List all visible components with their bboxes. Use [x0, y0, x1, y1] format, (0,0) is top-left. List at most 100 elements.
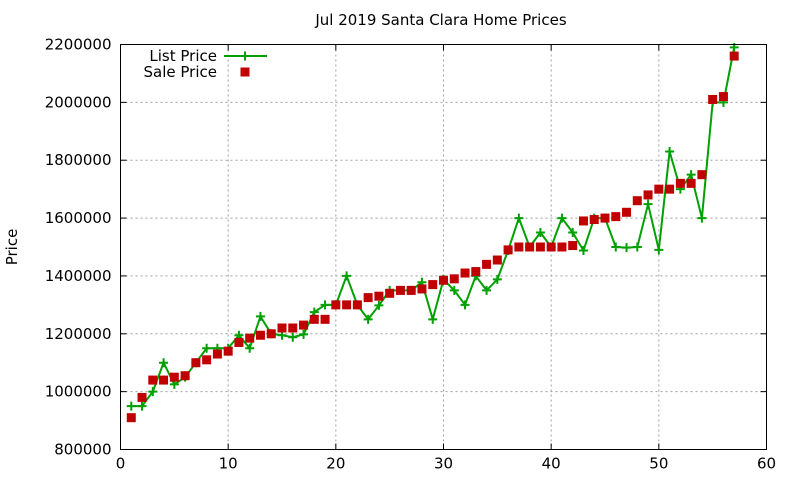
- y-tick-label: 2200000: [45, 36, 112, 54]
- list-price-point: [126, 401, 136, 411]
- sale-price-point: [277, 323, 287, 333]
- list-price-point: [449, 285, 459, 295]
- y-tick-label: 2000000: [45, 93, 112, 111]
- list-price-point: [535, 228, 545, 238]
- sale-price-point: [439, 275, 448, 285]
- legend-square-swatch: [240, 67, 250, 77]
- list-price-point: [686, 170, 696, 180]
- list-price-point: [255, 311, 265, 321]
- list-price-point: [632, 242, 642, 252]
- x-tick-label: 30: [434, 455, 453, 473]
- list-price-point: [245, 343, 255, 353]
- sale-price-point: [126, 413, 136, 423]
- legend-cross-swatch: [240, 51, 250, 61]
- list-price-point: [288, 332, 298, 342]
- sale-price-point: [557, 242, 567, 252]
- sale-price-point: [632, 196, 642, 206]
- grid-lines: [120, 44, 767, 450]
- sale-price-point: [245, 333, 255, 343]
- sale-price-point: [718, 92, 728, 102]
- list-price-point: [320, 300, 330, 310]
- axes: 0 10 20 30 40 50 60 800000 1000000 1200000 1400000…: [45, 36, 776, 473]
- sale-price-point: [729, 51, 739, 61]
- sale-price-point: [288, 323, 298, 333]
- sale-price-point: [148, 375, 158, 385]
- list-price-point: [557, 213, 567, 223]
- sale-price-point: [169, 372, 179, 382]
- sale-price-point: [320, 314, 330, 324]
- sale-price-point: [428, 280, 438, 290]
- sale-price-point: [492, 255, 502, 265]
- sale-price-point: [708, 94, 718, 104]
- list-price-point: [159, 358, 169, 368]
- y-tick-label: 1800000: [45, 151, 112, 169]
- sale-price-point: [578, 216, 588, 226]
- x-tick-label: 10: [219, 455, 238, 473]
- y-tick-label: 1000000: [45, 383, 112, 401]
- list-price-point: [578, 245, 588, 255]
- sale-price-point: [374, 291, 384, 301]
- x-tick-label: 40: [542, 455, 561, 473]
- sale-price-point: [417, 284, 427, 294]
- sale-price-point: [589, 215, 599, 225]
- sale-price-point: [514, 242, 524, 252]
- y-tick-label: 1400000: [45, 267, 112, 285]
- sale-price-point: [385, 288, 395, 298]
- sale-price-point: [406, 285, 416, 295]
- sale-price-point: [342, 300, 352, 310]
- plot-frame: [120, 44, 767, 450]
- list-price-point: [514, 213, 524, 223]
- list-price-point: [299, 329, 309, 339]
- legend-label: List Price: [149, 47, 217, 65]
- x-tick-label: 0: [116, 455, 126, 473]
- list-price-point: [460, 300, 470, 310]
- sale-price-point: [568, 241, 578, 251]
- sale-price-point: [352, 300, 362, 310]
- list-price-point: [482, 285, 492, 295]
- chart-title: Jul 2019 Santa Clara Home Prices: [314, 11, 566, 29]
- series-layer: [126, 42, 739, 423]
- x-tick-label: 50: [649, 455, 668, 473]
- sale-price-point: [535, 242, 545, 252]
- sale-price-point: [202, 355, 212, 365]
- sale-price-point: [299, 320, 309, 330]
- y-axis-label: Price: [3, 229, 21, 266]
- list-price-point: [568, 228, 578, 238]
- sale-price-point: [255, 330, 265, 340]
- sale-price-point: [600, 213, 610, 223]
- sale-price-point: [697, 170, 707, 180]
- list-price-point: [611, 242, 621, 252]
- sale-price-point: [482, 259, 492, 269]
- list-price-point: [202, 343, 212, 353]
- sale-price-point: [686, 178, 696, 188]
- list-price-point: [363, 314, 373, 324]
- sale-price-point: [622, 207, 632, 217]
- list-price-point: [137, 401, 147, 411]
- sale-price-point: [266, 329, 276, 339]
- x-tick-label: 20: [326, 455, 345, 473]
- list-price-point: [492, 274, 502, 284]
- sale-price-point: [675, 178, 685, 188]
- sale-price-point: [331, 300, 341, 310]
- sale-price-point: [363, 293, 373, 303]
- list-price-point: [665, 147, 675, 157]
- sale-price-point: [665, 184, 675, 194]
- sale-price-point: [180, 371, 190, 381]
- series-sale-price: [126, 51, 739, 423]
- sale-price-point: [223, 346, 233, 356]
- sale-price-point: [654, 184, 664, 194]
- sale-price-point: [309, 314, 319, 324]
- list-price-point: [148, 387, 158, 397]
- list-price-point: [342, 271, 352, 281]
- sale-price-point: [460, 268, 470, 278]
- sale-price-point: [395, 285, 405, 295]
- sale-price-point: [525, 242, 535, 252]
- list-price-point: [654, 245, 664, 255]
- x-tick-label: 60: [757, 455, 776, 473]
- sale-price-point: [546, 242, 556, 252]
- sale-price-point: [137, 392, 147, 402]
- sale-price-point: [449, 274, 459, 284]
